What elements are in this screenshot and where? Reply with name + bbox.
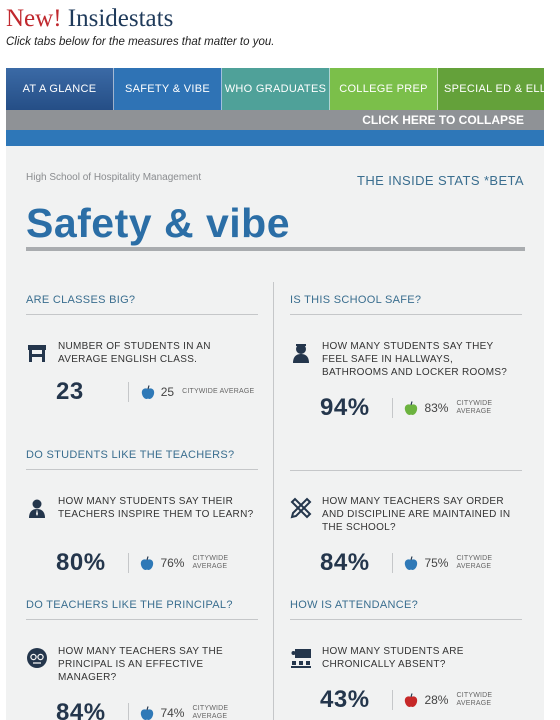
citywide-value: 83% xyxy=(424,401,449,415)
stat-separator xyxy=(127,382,129,402)
desk-icon xyxy=(28,345,46,362)
question-divider xyxy=(290,314,522,315)
stat-description-row: HOW MANY STUDENTS SAY THEIR TEACHERS INS… xyxy=(26,495,256,521)
site-title: New! Insidestats xyxy=(6,4,274,34)
stat-description-row: HOW MANY STUDENTS SAY THEY FEEL SAFE IN … xyxy=(290,340,520,379)
citywide-label: CITYWIDE AVERAGE xyxy=(456,692,493,707)
title-divider xyxy=(26,247,525,251)
question-heading: HOW IS ATTENDANCE? xyxy=(290,599,419,611)
inside-stats-label: THE INSIDE STATS *BETA xyxy=(357,173,524,188)
stat-description: HOW MANY TEACHERS SAY ORDER AND DISCIPLI… xyxy=(322,496,511,533)
stat-card-class-size: ARE CLASSES BIG? NUMBER OF STUDENTS IN A… xyxy=(26,294,258,405)
citywide-value: 28% xyxy=(424,693,449,707)
principal-icon xyxy=(27,648,47,668)
stat-value-row: 94% 83% CITYWIDE AVERAGE xyxy=(320,394,522,422)
stat-card-principal: DO TEACHERS LIKE THE PRINCIPAL? HOW MANY… xyxy=(26,599,258,720)
stat-separator xyxy=(391,398,393,418)
tab-college-prep[interactable]: COLLEGE PREP xyxy=(330,68,438,110)
stat-value: 23 xyxy=(56,378,84,405)
stat-value: 84% xyxy=(320,549,370,576)
section-strip xyxy=(6,130,544,146)
question-heading: IS THIS SCHOOL SAFE? xyxy=(290,294,422,306)
stat-description: HOW MANY TEACHERS SAY THE PRINCIPAL IS A… xyxy=(58,646,223,683)
stat-value: 94% xyxy=(320,394,370,421)
new-label: New! xyxy=(6,5,62,32)
question-divider xyxy=(26,314,258,315)
stat-description-row: HOW MANY TEACHERS SAY ORDER AND DISCIPLI… xyxy=(290,495,520,534)
citywide-value: 25 xyxy=(160,385,175,399)
apple-icon xyxy=(141,705,154,720)
content-panel: High School of Hospitality Management TH… xyxy=(6,146,544,720)
stat-card-school-safety: IS THIS SCHOOL SAFE? HOW MANY STUDENTS S… xyxy=(290,294,522,421)
site-subtitle: Click tabs below for the measures that m… xyxy=(6,36,275,48)
stat-description: HOW MANY STUDENTS ARE CHRONICALLY ABSENT… xyxy=(322,646,464,670)
question-divider xyxy=(290,619,522,620)
stat-description-row: NUMBER OF STUDENTS IN AN AVERAGE ENGLISH… xyxy=(26,340,256,366)
stat-value-row: 84% 75% CITYWIDE AVERAGE xyxy=(320,549,522,577)
citywide-label: CITYWIDE AVERAGE xyxy=(192,555,229,570)
stat-value-row: 80% 76% CITYWIDE AVERAGE xyxy=(56,549,258,577)
stat-description-row: HOW MANY TEACHERS SAY THE PRINCIPAL IS A… xyxy=(26,645,256,684)
citywide-label: CITYWIDE AVERAGE xyxy=(456,400,493,415)
tab-bar: AT A GLANCE SAFETY & VIBE WHO GRADUATES … xyxy=(6,68,544,110)
apple-icon xyxy=(405,692,418,707)
citywide-value: 76% xyxy=(160,556,185,570)
apple-icon xyxy=(141,384,154,399)
stat-description: HOW MANY STUDENTS SAY THEY FEEL SAFE IN … xyxy=(322,341,508,378)
stat-description: NUMBER OF STUDENTS IN AN AVERAGE ENGLISH… xyxy=(58,341,211,365)
tab-safety-vibe[interactable]: SAFETY & VIBE xyxy=(114,68,222,110)
stat-value-row: 23 25 CITYWIDE AVERAGE xyxy=(56,378,254,406)
stat-value-row: 43% 28% CITYWIDE AVERAGE xyxy=(320,686,522,714)
stat-separator xyxy=(391,553,393,573)
site-title-text: Insidestats xyxy=(67,5,174,32)
question-divider xyxy=(26,469,258,470)
stat-value-row: 84% 74% CITYWIDE AVERAGE xyxy=(56,699,258,720)
column-divider xyxy=(273,282,274,720)
citywide-label: CITYWIDE AVERAGE xyxy=(182,388,255,395)
collapse-button[interactable]: CLICK HERE TO COLLAPSE xyxy=(6,110,544,130)
tab-special-ed-ell[interactable]: SPECIAL ED & ELL xyxy=(438,68,544,110)
stat-description-row: HOW MANY STUDENTS ARE CHRONICALLY ABSENT… xyxy=(290,645,520,671)
page-title: Safety & vibe xyxy=(26,200,290,246)
stat-value: 80% xyxy=(56,549,106,576)
stat-value: 84% xyxy=(56,699,106,720)
question-divider xyxy=(290,470,522,471)
question-heading: ARE CLASSES BIG? xyxy=(26,294,136,306)
stat-value: 43% xyxy=(320,686,370,713)
stat-card-teacher-inspiration: DO STUDENTS LIKE THE TEACHERS? HOW MANY … xyxy=(26,449,258,576)
stat-description: HOW MANY STUDENTS SAY THEIR TEACHERS INS… xyxy=(58,496,254,520)
student-icon xyxy=(293,344,309,363)
tab-at-a-glance[interactable]: AT A GLANCE xyxy=(6,68,114,110)
stat-separator xyxy=(127,553,129,573)
apple-icon xyxy=(141,555,154,570)
stat-separator xyxy=(391,690,393,710)
school-name: High School of Hospitality Management xyxy=(26,172,202,183)
question-heading: DO STUDENTS LIKE THE TEACHERS? xyxy=(26,449,235,461)
stat-card-order-discipline: HOW MANY TEACHERS SAY ORDER AND DISCIPLI… xyxy=(290,449,522,576)
stat-card-attendance: HOW IS ATTENDANCE? HOW MANY STUDENTS ARE… xyxy=(290,599,522,713)
citywide-value: 75% xyxy=(424,556,449,570)
ruler-pencil-icon xyxy=(290,497,312,519)
apple-icon xyxy=(405,555,418,570)
tab-who-graduates[interactable]: WHO GRADUATES xyxy=(222,68,330,110)
citywide-value: 74% xyxy=(160,706,185,720)
citywide-label: CITYWIDE AVERAGE xyxy=(192,705,229,720)
question-heading: DO TEACHERS LIKE THE PRINCIPAL? xyxy=(26,599,233,611)
apple-icon xyxy=(405,400,418,415)
classroom-icon xyxy=(291,649,311,668)
teacher-icon xyxy=(29,499,45,518)
stat-separator xyxy=(127,703,129,720)
question-divider xyxy=(26,619,258,620)
citywide-label: CITYWIDE AVERAGE xyxy=(456,555,493,570)
header: New! Insidestats Click tabs below for th… xyxy=(6,4,274,48)
